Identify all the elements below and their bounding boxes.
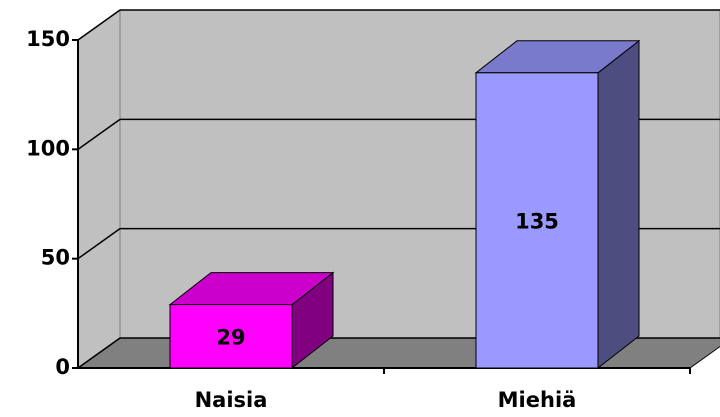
data-label: 135 — [515, 209, 559, 233]
grid-line — [77, 337, 121, 369]
y-tick-label: 50 — [41, 246, 70, 270]
y-tick-label: 150 — [26, 27, 70, 51]
y-tick-label: 100 — [26, 136, 70, 160]
bar-side — [597, 39, 640, 370]
side-wall — [77, 9, 121, 369]
grid-line — [77, 9, 121, 41]
bar — [475, 72, 599, 369]
data-label: 29 — [216, 325, 245, 349]
x-tick-label: Miehiä — [498, 388, 577, 412]
bar — [169, 304, 293, 369]
x-tick-label: Naisia — [195, 388, 268, 412]
y-tick-label: 0 — [55, 355, 70, 379]
grid-line — [77, 118, 121, 150]
grid-line — [77, 228, 121, 260]
